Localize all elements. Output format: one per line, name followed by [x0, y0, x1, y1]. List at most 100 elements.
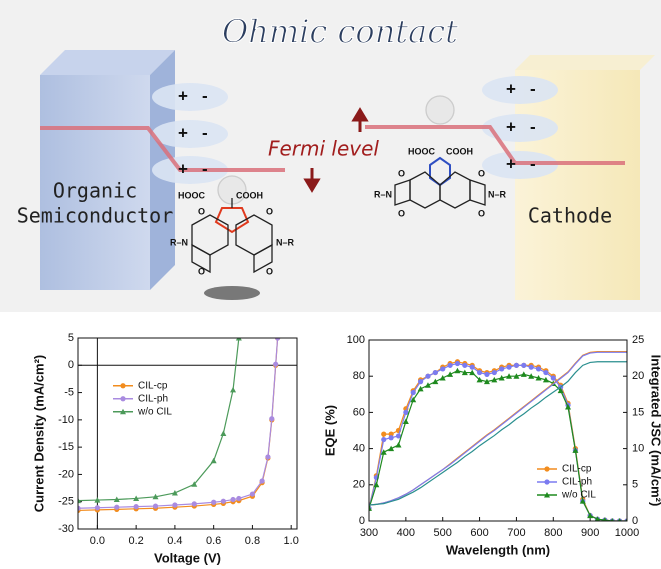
series-line: [78, 338, 279, 509]
y-tick-label: -15: [58, 441, 74, 453]
marker: [602, 517, 608, 521]
plot-frame: [77, 337, 298, 530]
marker: [543, 369, 549, 376]
imide: N–R: [276, 237, 295, 247]
x-tick-label: 600: [470, 527, 488, 539]
y-tick-label: -25: [58, 496, 74, 508]
fermi-level-right: [365, 125, 625, 165]
y-tick-label: -10: [58, 414, 74, 426]
x-tick-label: 0.8: [245, 535, 260, 547]
y2-tick-label: 15: [632, 406, 644, 418]
marker: [273, 361, 279, 367]
marker: [410, 389, 416, 396]
marker: [410, 396, 417, 403]
marker: [220, 498, 226, 504]
x-tick-label: 900: [581, 527, 599, 539]
marker: [476, 376, 483, 383]
marker: [395, 433, 402, 439]
marker: [211, 499, 217, 505]
molecule-left: [191, 175, 273, 300]
marker: [94, 505, 100, 511]
marker: [152, 503, 159, 509]
marker: [235, 338, 242, 341]
marker: [230, 386, 237, 393]
marker: [275, 338, 281, 341]
integrated-line: [369, 351, 627, 506]
marker: [120, 396, 126, 402]
marker: [403, 409, 409, 415]
integrated-line: [369, 361, 627, 506]
marker: [418, 379, 424, 385]
y-axis-label: EQE (%): [322, 405, 337, 456]
marker: [521, 362, 527, 368]
marker: [133, 495, 140, 501]
marker: [513, 373, 520, 379]
marker: [572, 447, 579, 453]
acid: COOH: [446, 146, 473, 156]
marker: [113, 496, 120, 503]
marker: [236, 495, 242, 502]
y2-tick-label: 0: [632, 515, 638, 527]
oxygen: O: [266, 266, 273, 276]
marker: [381, 431, 387, 437]
x-tick-label: 0.6: [206, 535, 221, 547]
y-tick-label: 60: [353, 406, 365, 418]
marker: [594, 516, 601, 521]
x-tick-label: 0.4: [167, 535, 182, 547]
marker: [617, 518, 622, 521]
plus: +: [178, 86, 188, 105]
marker: [454, 360, 461, 367]
block-top: [40, 50, 175, 75]
x-tick-label: 1.0: [284, 535, 299, 547]
marker: [557, 387, 564, 394]
marker: [395, 441, 402, 448]
marker: [172, 502, 178, 508]
marker: [544, 479, 550, 485]
cathode-block: [515, 70, 640, 300]
marker: [259, 478, 265, 484]
marker: [447, 371, 454, 377]
marker: [491, 369, 497, 376]
series-line: [78, 338, 240, 502]
charges: + - + - + - + - + - + -: [178, 79, 536, 178]
legend-label: CIL-cp: [138, 380, 168, 391]
x-tick-label: 400: [397, 527, 415, 539]
marker: [476, 369, 483, 376]
marker: [469, 364, 475, 370]
marker: [461, 369, 468, 376]
minus: -: [202, 123, 208, 142]
y-tick-label: 80: [353, 370, 365, 382]
acid: HOOC: [408, 146, 436, 156]
marker: [388, 431, 394, 437]
marker: [544, 466, 550, 472]
imide: R–N: [170, 237, 188, 247]
y-tick-label: 0: [359, 515, 365, 527]
x-tick-label: 700: [507, 527, 525, 539]
marker: [230, 496, 236, 503]
molecule-labels: HOOC COOH R–N N–R O O O O HOOC COOH R–N …: [170, 146, 507, 276]
marker: [171, 489, 178, 496]
x-tick-label: 300: [360, 527, 378, 539]
plus: +: [506, 154, 516, 173]
minus: -: [202, 86, 208, 105]
x-tick-label: 0.2: [128, 535, 143, 547]
right-label: Cathode: [528, 204, 612, 228]
y2-axis-label: Integrated JSC (mA/cm²): [649, 355, 661, 507]
marker: [513, 362, 520, 368]
marker: [535, 366, 542, 372]
marker: [265, 454, 271, 460]
marker: [94, 497, 101, 503]
legend-label: CIL-cp: [562, 464, 592, 475]
oxygen: O: [398, 168, 405, 178]
marker: [373, 481, 380, 488]
legend-label: w/o CIL: [137, 406, 172, 417]
marker: [499, 366, 505, 372]
marker: [369, 505, 372, 511]
y-tick-label: -5: [64, 386, 74, 398]
marker: [249, 491, 256, 497]
marker: [114, 504, 120, 510]
marker: [440, 366, 446, 372]
marker: [610, 518, 614, 521]
marker: [432, 378, 439, 385]
